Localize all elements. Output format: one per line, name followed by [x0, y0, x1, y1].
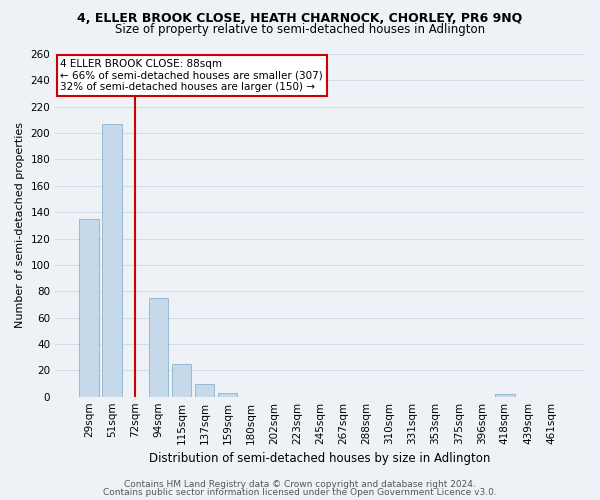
Text: Size of property relative to semi-detached houses in Adlington: Size of property relative to semi-detach… [115, 22, 485, 36]
Bar [195, 384, 214, 396]
Bar [79, 219, 99, 396]
X-axis label: Distribution of semi-detached houses by size in Adlington: Distribution of semi-detached houses by … [149, 452, 491, 465]
Y-axis label: Number of semi-detached properties: Number of semi-detached properties [15, 122, 25, 328]
Bar [172, 364, 191, 396]
Bar [149, 298, 168, 396]
Text: 4, ELLER BROOK CLOSE, HEATH CHARNOCK, CHORLEY, PR6 9NQ: 4, ELLER BROOK CLOSE, HEATH CHARNOCK, CH… [77, 12, 523, 26]
Bar [495, 394, 515, 396]
Text: 4 ELLER BROOK CLOSE: 88sqm
← 66% of semi-detached houses are smaller (307)
32% o: 4 ELLER BROOK CLOSE: 88sqm ← 66% of semi… [61, 59, 323, 92]
Bar [103, 124, 122, 396]
Text: Contains public sector information licensed under the Open Government Licence v3: Contains public sector information licen… [103, 488, 497, 497]
Text: Contains HM Land Registry data © Crown copyright and database right 2024.: Contains HM Land Registry data © Crown c… [124, 480, 476, 489]
Bar [218, 392, 238, 396]
